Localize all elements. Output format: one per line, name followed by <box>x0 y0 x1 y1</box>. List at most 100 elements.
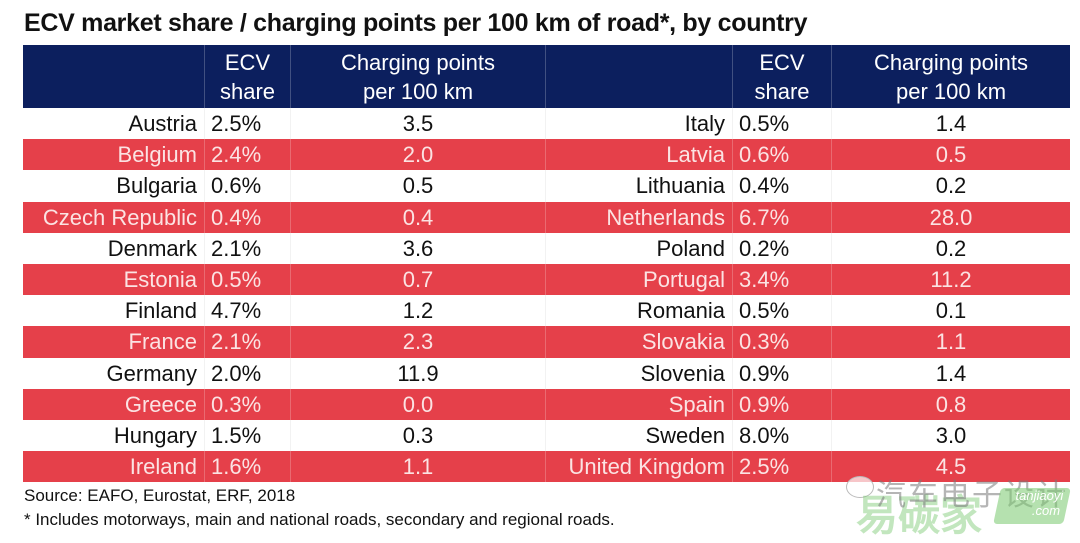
country-left: France <box>23 326 205 358</box>
charging-points-right: 11.2 <box>930 266 972 292</box>
ecv-share-left: 2.5% <box>205 108 291 140</box>
table-body: Austria 2.5% 3.5 Italy 0.5% 1.4 Belgium 2.4% 2.0… <box>23 108 1070 483</box>
header-ecv-line1: ECV <box>759 50 805 75</box>
ecv-share-right: 2.5% <box>733 451 832 483</box>
header-cp-line1: Charging points <box>340 50 496 75</box>
ecv-share-left: 4.7% <box>205 295 291 327</box>
ecv-share-right: 0.4% <box>733 170 832 202</box>
ecv-share-right: 0.5% <box>733 108 832 140</box>
charging-points-left: 11.9 <box>291 357 546 389</box>
charging-points-right: 4.5 <box>935 454 967 480</box>
country-right: United Kingdom <box>546 451 733 483</box>
charging-points-left: 3.6 <box>291 232 546 264</box>
country-left: Germany <box>23 357 205 389</box>
ecv-share-right: 6.7% <box>733 201 832 233</box>
ecv-share-left: 2.4% <box>205 139 291 171</box>
charging-points-right: 28.0 <box>929 204 973 230</box>
charging-points-right: 0.1 <box>935 298 967 324</box>
footnote: * Includes motorways, main and national … <box>24 510 615 529</box>
page-title: ECV market share / charging points per 1… <box>24 9 808 37</box>
data-table: ECV share Charging points per 100 km ECV… <box>23 45 1070 483</box>
country-right: Italy <box>546 108 733 140</box>
ecv-share-left: 0.3% <box>205 388 291 420</box>
charging-points-left: 0.7 <box>291 263 546 296</box>
charging-points-right: 1.1 <box>935 329 967 355</box>
ecv-share-right: 8.0% <box>733 419 832 452</box>
header-cp-line2: per 100 km <box>895 79 1007 104</box>
charging-points-left: 0.4 <box>291 201 546 233</box>
charging-points-right: 1.4 <box>935 360 967 386</box>
watermark-badge-line2: .com <box>1031 503 1061 518</box>
table-row: France 2.1% 2.3 Slovakia 0.3% 1.1 <box>23 326 1070 358</box>
country-left: Belgium <box>23 139 205 171</box>
charging-points-left: 0.3 <box>291 419 546 452</box>
country-left: Bulgaria <box>23 170 205 202</box>
country-right: Slovenia <box>546 357 733 389</box>
ecv-share-right: 0.5% <box>733 295 832 327</box>
country-left: Czech Republic <box>23 201 205 233</box>
charging-points-left: 0.0 <box>291 388 546 420</box>
ecv-share-left: 0.4% <box>205 201 291 233</box>
ecv-share-right: 0.2% <box>733 232 832 264</box>
header-charging-points-right: Charging points per 100 km <box>832 45 1070 108</box>
table-row: Czech Republic 0.4% 0.4 Netherlands 6.7% 28.0 <box>23 201 1070 233</box>
country-right: Lithuania <box>546 170 733 202</box>
country-left: Greece <box>23 388 205 420</box>
table-row: Bulgaria 0.6% 0.5 Lithuania 0.4% 0.2 <box>23 170 1070 202</box>
country-right: Netherlands <box>546 201 733 233</box>
table-row: Denmark 2.1% 3.6 Poland 0.2% 0.2 <box>23 232 1070 264</box>
table-row: Ireland 1.6% 1.1 United Kingdom 2.5% 4.5 <box>23 451 1070 483</box>
charging-points-left: 2.0 <box>291 139 546 171</box>
header-ecv-share-right: ECV share <box>733 45 832 108</box>
ecv-share-right: 0.9% <box>733 357 832 389</box>
charging-points-right: 1.4 <box>935 111 967 136</box>
country-right: Sweden <box>546 419 733 452</box>
ecv-share-left: 1.5% <box>205 419 291 452</box>
country-left: Denmark <box>23 232 205 264</box>
table-row: Germany 2.0% 11.9 Slovenia 0.9% 1.4 <box>23 357 1070 389</box>
header-ecv-share-left: ECV share <box>205 45 291 108</box>
header-ecv-line1: ECV <box>224 50 271 75</box>
ecv-share-left: 1.6% <box>205 451 291 483</box>
table-row: Hungary 1.5% 0.3 Sweden 8.0% 3.0 <box>23 419 1070 452</box>
country-right: Romania <box>546 295 733 327</box>
country-left: Estonia <box>23 263 205 296</box>
charging-points-right: 0.2 <box>935 235 967 261</box>
header-cp-line2: per 100 km <box>362 79 474 104</box>
source-note: Source: EAFO, Eurostat, ERF, 2018 <box>24 486 296 505</box>
charging-points-right: 3.0 <box>935 422 967 448</box>
table-header: ECV share Charging points per 100 km ECV… <box>23 45 1070 108</box>
ecv-share-left: 0.5% <box>205 263 291 296</box>
ecv-share-right: 3.4% <box>733 263 832 296</box>
country-right: Poland <box>546 232 733 264</box>
charging-points-right: 0.8 <box>935 391 967 417</box>
country-left: Hungary <box>23 419 205 452</box>
country-left: Ireland <box>23 451 205 483</box>
watermark-badge-line1: tanjiaoyi <box>1015 488 1064 503</box>
country-right: Portugal <box>546 263 733 296</box>
header-cp-line1: Charging points <box>873 50 1029 75</box>
charging-points-left: 1.1 <box>291 451 546 483</box>
header-charging-points-left: Charging points per 100 km <box>291 45 546 108</box>
header-country-left <box>23 45 205 108</box>
country-right: Latvia <box>546 139 733 171</box>
table-row: Belgium 2.4% 2.0 Latvia 0.6% 0.5 <box>23 139 1070 171</box>
charging-points-right: 0.2 <box>935 173 967 199</box>
ecv-share-left: 2.1% <box>205 326 291 358</box>
header-country-right <box>546 45 733 108</box>
watermark-badge: tanjiaoyi .com <box>993 488 1071 524</box>
table-row: Finland 4.7% 1.2 Romania 0.5% 0.1 <box>23 295 1070 327</box>
ecv-share-right: 0.9% <box>733 388 832 420</box>
charging-points-left: 0.5 <box>291 170 546 202</box>
ecv-share-left: 2.0% <box>205 357 291 389</box>
header-ecv-line2: share <box>754 79 810 104</box>
table-row: Greece 0.3% 0.0 Spain 0.9% 0.8 <box>23 388 1070 420</box>
table-row: Austria 2.5% 3.5 Italy 0.5% 1.4 <box>23 108 1070 140</box>
table-row: Estonia 0.5% 0.7 Portugal 3.4% 11.2 <box>23 263 1070 296</box>
country-right: Spain <box>546 388 733 420</box>
country-right: Slovakia <box>546 326 733 358</box>
charging-points-right: 0.5 <box>935 142 967 168</box>
ecv-share-left: 2.1% <box>205 232 291 264</box>
ecv-share-left: 0.6% <box>205 170 291 202</box>
ecv-share-right: 0.6% <box>733 139 832 171</box>
